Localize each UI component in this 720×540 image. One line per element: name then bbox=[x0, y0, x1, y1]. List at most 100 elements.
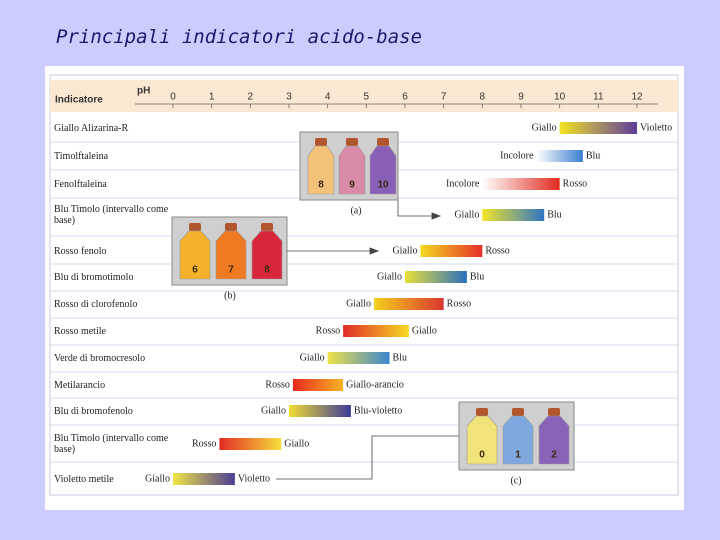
connector-a bbox=[397, 200, 432, 217]
bottle-cap bbox=[261, 223, 273, 231]
x-tick-label: 2 bbox=[248, 92, 254, 103]
bottle-number: 2 bbox=[551, 450, 557, 461]
x-tick-label: 7 bbox=[441, 92, 447, 103]
high-color-label: Giallo bbox=[412, 325, 437, 336]
category-label: Metilarancio bbox=[54, 379, 106, 391]
low-color-label: Incolore bbox=[500, 150, 534, 161]
high-color-label: Violetto bbox=[640, 122, 672, 133]
bottle bbox=[369, 145, 397, 195]
bottle bbox=[215, 230, 247, 280]
category-label: Blu di bromofenolo bbox=[54, 405, 133, 417]
low-color-label: Incolore bbox=[446, 178, 480, 189]
category-label-box: Blu Timolo (intervallo come base) bbox=[54, 433, 169, 455]
low-color-label: Giallo bbox=[145, 473, 170, 484]
category-label-box: Verde di bromocresolo bbox=[54, 352, 146, 364]
category-label: Timolftaleina bbox=[54, 150, 109, 162]
high-color-label: Blu bbox=[547, 209, 561, 220]
x-tick-label: 9 bbox=[518, 92, 524, 103]
category-label: Verde di bromocresolo bbox=[54, 352, 146, 364]
x-tick-label: 11 bbox=[593, 92, 604, 103]
range-bar bbox=[559, 122, 637, 134]
high-color-label: Rosso bbox=[485, 245, 509, 256]
x-tick-label: 0 bbox=[170, 92, 176, 103]
category-label: Rosso metile bbox=[54, 325, 106, 337]
bottle-number: 1 bbox=[515, 450, 521, 461]
category-label-box: Fenolftaleina bbox=[54, 178, 107, 190]
category-label-box: Giallo Alizarina-R bbox=[54, 122, 129, 134]
photo-caption: (a) bbox=[350, 205, 361, 216]
low-color-label: Giallo bbox=[300, 352, 325, 363]
bottle-cap bbox=[189, 223, 201, 231]
category-label-box: Blu Timolo (intervallo come base) bbox=[54, 204, 169, 226]
x-tick-label: 12 bbox=[631, 92, 643, 103]
arrow-a bbox=[431, 212, 442, 220]
x-tick-label: 5 bbox=[364, 92, 370, 103]
category-label: Fenolftaleina bbox=[54, 178, 107, 190]
low-color-label: Rosso bbox=[265, 379, 289, 390]
bottle bbox=[307, 145, 335, 195]
high-color-label: Blu bbox=[393, 352, 407, 363]
bottle-number: 7 bbox=[228, 265, 234, 276]
category-label: Blu Timolo (intervallo come base) bbox=[54, 433, 169, 455]
category-label: Giallo Alizarina-R bbox=[54, 122, 129, 134]
bottle-number: 10 bbox=[377, 180, 389, 191]
high-color-label: Rosso bbox=[563, 178, 587, 189]
x-tick-label: 1 bbox=[209, 92, 215, 103]
bottle-number: 8 bbox=[264, 265, 270, 276]
insets: 8 9 10 (a) 6 7 8 (b) 0 1 2 (c) bbox=[171, 131, 575, 486]
category-label-box: Rosso fenolo bbox=[54, 245, 107, 257]
category-label-box: Timolftaleina bbox=[54, 150, 109, 162]
high-color-label: Rosso bbox=[447, 298, 471, 309]
low-color-label: Giallo bbox=[392, 245, 417, 256]
category-label-box: Rosso di clorofenolo bbox=[54, 299, 137, 310]
range-bar bbox=[420, 245, 483, 257]
photo-caption: (c) bbox=[510, 475, 521, 486]
x-tick-label: 10 bbox=[554, 92, 566, 103]
category-label-box: Violetto metile bbox=[54, 474, 114, 485]
bottle-cap bbox=[225, 223, 237, 231]
x-tick-label: 3 bbox=[286, 92, 292, 103]
range-bar bbox=[219, 438, 282, 450]
high-color-label: Giallo-arancio bbox=[346, 379, 404, 390]
low-color-label: Giallo bbox=[261, 405, 286, 416]
bottle-number: 9 bbox=[349, 180, 355, 191]
category-label-box: Rosso metile bbox=[54, 325, 106, 337]
low-color-label: Giallo bbox=[454, 209, 479, 220]
bottle-number: 6 bbox=[192, 265, 198, 276]
range-bar bbox=[482, 209, 545, 221]
range-bar bbox=[289, 405, 351, 417]
column-header: Indicatore bbox=[55, 95, 103, 106]
range-bar bbox=[405, 271, 467, 283]
category-label: Blu Timolo (intervallo come base) bbox=[54, 204, 169, 226]
photo-caption: (b) bbox=[224, 290, 236, 301]
x-tick-label: 6 bbox=[402, 92, 408, 103]
bottle-number: 8 bbox=[318, 180, 324, 191]
high-color-label: Blu bbox=[470, 271, 484, 282]
header-row bbox=[50, 80, 678, 112]
x-tick-label: 4 bbox=[325, 92, 331, 103]
category-label-box: Blu di bromotimolo bbox=[54, 271, 134, 283]
bottle bbox=[179, 230, 211, 280]
connector-c bbox=[276, 435, 459, 480]
bottle bbox=[466, 415, 498, 465]
high-color-label: Giallo bbox=[284, 438, 309, 449]
range-bar bbox=[327, 352, 390, 364]
low-color-label: Rosso bbox=[316, 325, 340, 336]
category-label: Rosso fenolo bbox=[54, 245, 107, 257]
range-bar bbox=[292, 379, 344, 391]
range-bar bbox=[173, 473, 235, 485]
bottle bbox=[502, 415, 534, 465]
low-color-label: Giallo bbox=[346, 298, 371, 309]
axis-label: pH bbox=[137, 86, 150, 97]
bottle-cap bbox=[315, 138, 327, 146]
category-label: Blu di bromotimolo bbox=[54, 271, 134, 283]
connectors bbox=[276, 200, 459, 480]
x-tick-label: 8 bbox=[480, 92, 486, 103]
high-color-label: Violetto bbox=[238, 473, 270, 484]
range-bar bbox=[343, 325, 409, 337]
high-color-label: Blu bbox=[586, 150, 600, 161]
bottle-cap bbox=[476, 408, 488, 416]
bottle bbox=[251, 230, 283, 280]
